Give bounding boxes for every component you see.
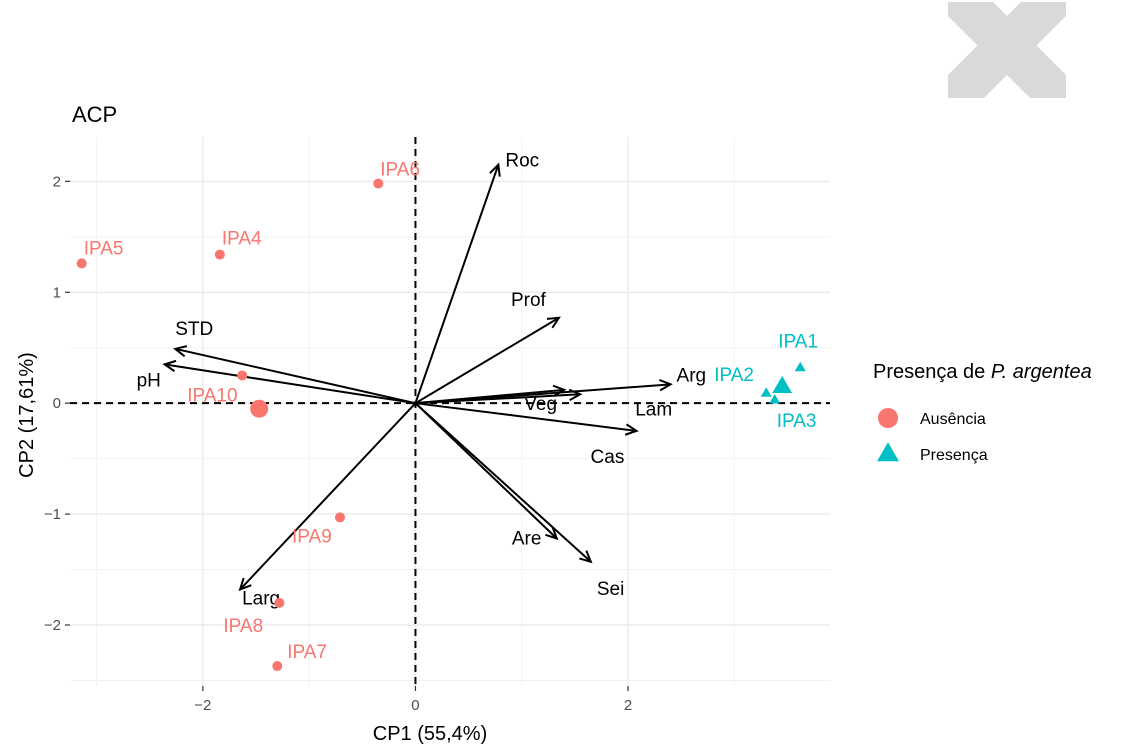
x-axis-label: CP1 (55,4%) — [373, 723, 488, 745]
vector-arrow-roc — [414, 164, 500, 404]
data-point — [334, 512, 345, 523]
plot-panel: −2 0 2 −2 −1 0 1 2 Roc Prof Arg Veg Lam Cas Are Sei Larg… — [44, 137, 830, 714]
vector-arrow-larg — [239, 402, 417, 591]
data-point — [274, 597, 285, 608]
point-label: IPA1 — [778, 332, 818, 353]
vector-label-veg: Veg — [524, 394, 557, 415]
vector-arrow-lam — [415, 393, 581, 405]
point-label: IPA3 — [777, 411, 817, 432]
y-tick-label: −1 — [44, 506, 61, 523]
point-label: IPA4 — [222, 229, 262, 250]
centroid-point — [772, 375, 793, 394]
point-label: IPA8 — [223, 616, 263, 637]
vector-label-larg: Larg — [242, 589, 280, 610]
vector-arrowhead-ph — [162, 359, 177, 372]
y-axis-label: CP2 (17,61%) — [16, 352, 38, 478]
point-label: IPA2 — [714, 365, 754, 386]
centroid-point — [250, 399, 269, 418]
legend-key-circle — [878, 408, 898, 428]
point-label: IPA10 — [187, 385, 237, 406]
legend-key-triangle — [877, 442, 899, 462]
x-tick-label: −2 — [194, 697, 211, 714]
vector-label-std: STD — [175, 319, 213, 340]
vector-arrowhead-lam — [568, 388, 583, 401]
point-label: IPA6 — [380, 160, 420, 181]
x-tick-label: 2 — [624, 697, 632, 714]
vector-arrowhead-are — [545, 526, 559, 541]
data-point — [373, 178, 384, 189]
legend: Presença de P. argentea Ausência Presença — [873, 361, 1092, 464]
data-point — [76, 258, 87, 269]
vector-label-roc: Roc — [505, 151, 539, 172]
y-tick-label: 2 — [53, 173, 61, 190]
vector-arrowhead-std — [172, 345, 188, 358]
data-point — [272, 661, 283, 672]
vector-label-lam: Lam — [635, 399, 672, 420]
point-label: IPA7 — [287, 642, 327, 663]
legend-title-species: P. argentea — [991, 361, 1092, 383]
vector-label-sei: Sei — [597, 579, 624, 600]
vector-arrow-ph — [164, 363, 416, 405]
close-icon — [948, 2, 1066, 98]
point-label: IPA5 — [84, 238, 124, 259]
vector-label-prof: Prof — [511, 290, 547, 311]
vector-label-arg: Arg — [677, 365, 707, 386]
vector-arrowhead-arg — [659, 378, 673, 392]
y-tick-label: 0 — [53, 395, 61, 412]
vector-label-cas: Cas — [591, 447, 625, 468]
vector-arrowhead-roc — [489, 162, 501, 177]
data-point — [794, 361, 806, 372]
vector-arrow-std — [175, 347, 416, 405]
point-label: IPA9 — [292, 526, 332, 547]
vector-arrow-cas — [415, 402, 637, 432]
vector-arrow-sei — [414, 402, 592, 563]
y-tick-label: 1 — [53, 284, 61, 301]
vector-arrowhead-larg — [238, 577, 252, 592]
chart-title: ACP — [72, 102, 117, 127]
legend-item-label: Ausência — [920, 411, 986, 428]
data-point — [769, 393, 781, 404]
vector-label-ph: pH — [137, 370, 161, 391]
vector-arrow-prof — [414, 316, 560, 405]
vector-arrowhead-cas — [624, 423, 639, 436]
data-point — [214, 249, 225, 260]
data-point — [237, 370, 248, 381]
x-tick-label: 0 — [411, 697, 419, 714]
vector-arrowhead-sei — [579, 550, 593, 564]
legend-title-prefix: Presença de — [873, 361, 991, 383]
vector-arrowhead-veg — [552, 384, 567, 397]
legend-item-label: Presença — [920, 447, 988, 464]
y-tick-label: −2 — [44, 617, 61, 634]
data-point — [760, 387, 772, 397]
vector-label-are: Are — [512, 528, 542, 549]
vector-arrowhead-prof — [546, 316, 561, 329]
legend-title: Presença de P. argentea — [873, 361, 1092, 383]
